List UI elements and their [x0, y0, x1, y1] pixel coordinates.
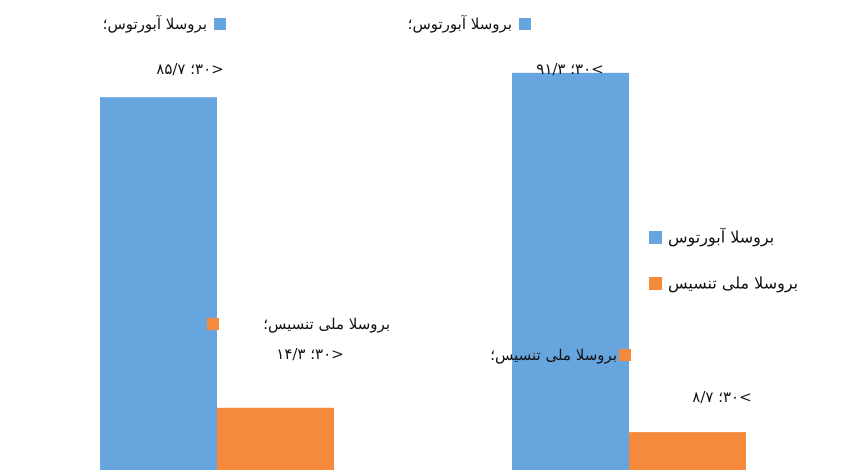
legend-label: بروسلا آبورتوس: [668, 227, 774, 247]
data-label: ۸/۷ ؛۳۰<: [692, 388, 751, 406]
bar: [629, 432, 746, 470]
data-label: ۹۱/۳ ؛۳۰<: [536, 60, 603, 78]
label-marker: [214, 18, 226, 30]
data-label: ۸۵/۷ ؛۳۰>: [156, 60, 223, 78]
legend-marker: [649, 231, 662, 244]
data-label-name: بروسلا ملی تنسیس؛: [263, 315, 390, 333]
bar: [217, 407, 334, 470]
label-marker: [619, 349, 631, 361]
data-label-name: بروسلا آبورتوس؛: [103, 15, 207, 33]
data-label: ۱۴/۳ ؛۳۰>: [276, 345, 343, 363]
bar: [512, 72, 629, 470]
bar: [100, 97, 217, 470]
legend-label: بروسلا ملی تنسیس: [668, 274, 798, 293]
legend-marker: [649, 277, 662, 290]
data-label-name: بروسلا ملی تنسیس؛: [490, 346, 617, 364]
label-marker: [207, 318, 219, 330]
label-marker: [519, 18, 531, 30]
data-label-name: بروسلا آبورتوس؛: [408, 15, 512, 33]
